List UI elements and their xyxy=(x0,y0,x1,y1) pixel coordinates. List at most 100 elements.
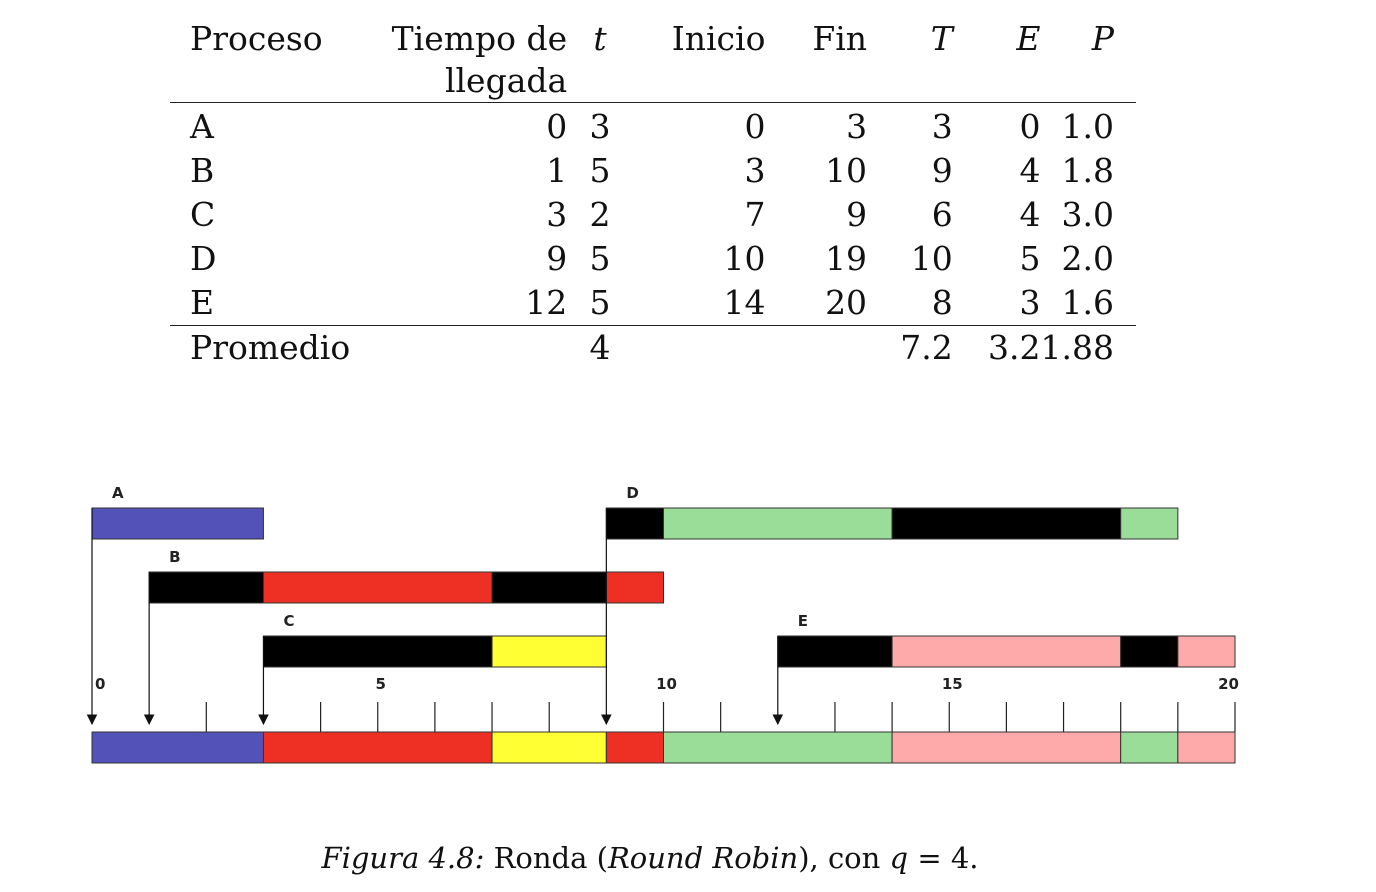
process-label-c: C xyxy=(283,612,294,630)
caption-part3: = 4. xyxy=(908,841,979,875)
cell-fin: 10 xyxy=(825,151,868,190)
figure-caption: Figura 4.8: Ronda (Round Robin), con q =… xyxy=(0,838,1300,878)
cell-fin: 20 xyxy=(825,283,868,322)
cell-fin: 9 xyxy=(846,195,868,234)
cell-E: 4 xyxy=(1019,151,1041,190)
cell-T: 10 xyxy=(910,239,953,278)
cell-T: 6 xyxy=(931,195,953,234)
cell-inicio: 0 xyxy=(744,107,766,146)
footer-t: 4 xyxy=(589,328,611,367)
process-label-d: D xyxy=(626,484,638,502)
cell-llegada: 0 xyxy=(546,107,568,146)
axis-tick-label: 20 xyxy=(1218,675,1239,693)
process-c-segment-run xyxy=(491,635,607,668)
cell-E: 3 xyxy=(1019,283,1041,322)
process-label-b: B xyxy=(169,548,180,566)
axis-tick-label: 10 xyxy=(656,675,677,693)
process-b-segment-run xyxy=(262,571,493,604)
table-row: C 3 2 7 9 6 4 3.0 xyxy=(170,193,1136,237)
scheduling-table: Proceso Tiempo de llegada t Inicio Fin T … xyxy=(170,18,1136,370)
cell-t: 5 xyxy=(589,151,611,190)
process-d-segment-run xyxy=(1120,507,1179,540)
cell-T: 9 xyxy=(931,151,953,190)
header-fin: Fin xyxy=(812,19,868,58)
axis-tick-label: 0 xyxy=(95,675,105,693)
cell-llegada: 1 xyxy=(546,151,568,190)
process-c-segment-wait xyxy=(262,635,493,668)
process-b-segment-wait xyxy=(148,571,264,604)
header-llegada-line1: Tiempo de xyxy=(391,19,568,58)
cell-llegada: 9 xyxy=(546,239,568,278)
process-e-segment-run xyxy=(1177,635,1236,668)
cell-llegada: 12 xyxy=(525,283,568,322)
process-d-segment-wait xyxy=(605,507,664,540)
caption-prefix: Figura 4.8: xyxy=(321,841,485,875)
header-E: E xyxy=(1016,19,1041,58)
process-label-e: E xyxy=(798,612,808,630)
timeline-segment-b xyxy=(262,731,493,764)
timeline-segment-c xyxy=(491,731,607,764)
timeline-segment-a xyxy=(91,731,264,764)
cell-P: 1.0 xyxy=(1061,107,1114,146)
process-label-a: A xyxy=(112,484,124,502)
footer-T: 7.2 xyxy=(900,328,953,367)
footer-label: Promedio xyxy=(190,328,351,367)
footer-P: 1.88 xyxy=(1040,328,1114,367)
cell-fin: 3 xyxy=(846,107,868,146)
cell-inicio: 3 xyxy=(744,151,766,190)
process-b-segment-wait xyxy=(491,571,607,604)
caption-part2: ), con xyxy=(798,841,890,875)
cell-E: 5 xyxy=(1019,239,1041,278)
table-footer-row: Promedio 4 7.2 3.2 1.88 xyxy=(170,325,1136,371)
header-P: P xyxy=(1091,19,1114,58)
cell-P: 2.0 xyxy=(1061,239,1114,278)
process-a-segment-run xyxy=(91,507,264,540)
header-inicio: Inicio xyxy=(671,19,766,58)
table-row: A 0 3 0 3 3 0 1.0 xyxy=(170,103,1136,150)
cell-proceso: B xyxy=(190,151,215,190)
footer-empty xyxy=(633,326,766,371)
header-tiempo-llegada: Tiempo de llegada xyxy=(370,18,568,103)
process-b-segment-run xyxy=(605,571,664,604)
process-e-segment-wait xyxy=(777,635,893,668)
table-row: B 1 5 3 10 9 4 1.8 xyxy=(170,149,1136,193)
caption-italic-term: Round Robin xyxy=(607,841,799,875)
cell-fin: 19 xyxy=(825,239,868,278)
cell-P: 3.0 xyxy=(1061,195,1114,234)
table-row: D 9 5 10 19 10 5 2.0 xyxy=(170,237,1136,281)
cell-t: 2 xyxy=(589,195,611,234)
cell-T: 8 xyxy=(931,283,953,322)
cell-inicio: 10 xyxy=(723,239,766,278)
timeline-segment-e xyxy=(1177,731,1236,764)
timeline-segment-b xyxy=(605,731,664,764)
cell-proceso: C xyxy=(190,195,216,234)
process-d-segment-wait xyxy=(891,507,1122,540)
timeline-segment-d xyxy=(663,731,893,764)
round-robin-diagram: A B C D E 0 5 10 15 20 xyxy=(86,484,1239,764)
header-T: T xyxy=(930,19,953,58)
table-header-row: Proceso Tiempo de llegada t Inicio Fin T … xyxy=(170,18,1136,103)
footer-E: 3.2 xyxy=(988,328,1041,367)
axis-tick-label: 5 xyxy=(376,675,386,693)
header-proceso: Proceso xyxy=(190,19,323,58)
header-llegada-line2: llegada xyxy=(444,61,568,100)
process-e-segment-run xyxy=(891,635,1122,668)
cell-llegada: 3 xyxy=(546,195,568,234)
timeline-segment-d xyxy=(1120,731,1179,764)
cell-inicio: 7 xyxy=(744,195,766,234)
footer-empty xyxy=(370,326,567,371)
header-t: t xyxy=(593,19,607,58)
cell-proceso: E xyxy=(190,283,215,322)
cell-proceso: D xyxy=(190,239,217,278)
footer-empty xyxy=(765,326,867,371)
caption-part1: Ronda ( xyxy=(484,841,608,875)
cell-E: 0 xyxy=(1019,107,1041,146)
cell-inicio: 14 xyxy=(723,283,766,322)
table-row: E 12 5 14 20 8 3 1.6 xyxy=(170,281,1136,326)
timeline-segment-e xyxy=(891,731,1122,764)
process-e-segment-wait xyxy=(1120,635,1179,668)
cell-T: 3 xyxy=(931,107,953,146)
cell-P: 1.6 xyxy=(1061,283,1114,322)
cell-P: 1.8 xyxy=(1061,151,1114,190)
cell-t: 5 xyxy=(589,239,611,278)
